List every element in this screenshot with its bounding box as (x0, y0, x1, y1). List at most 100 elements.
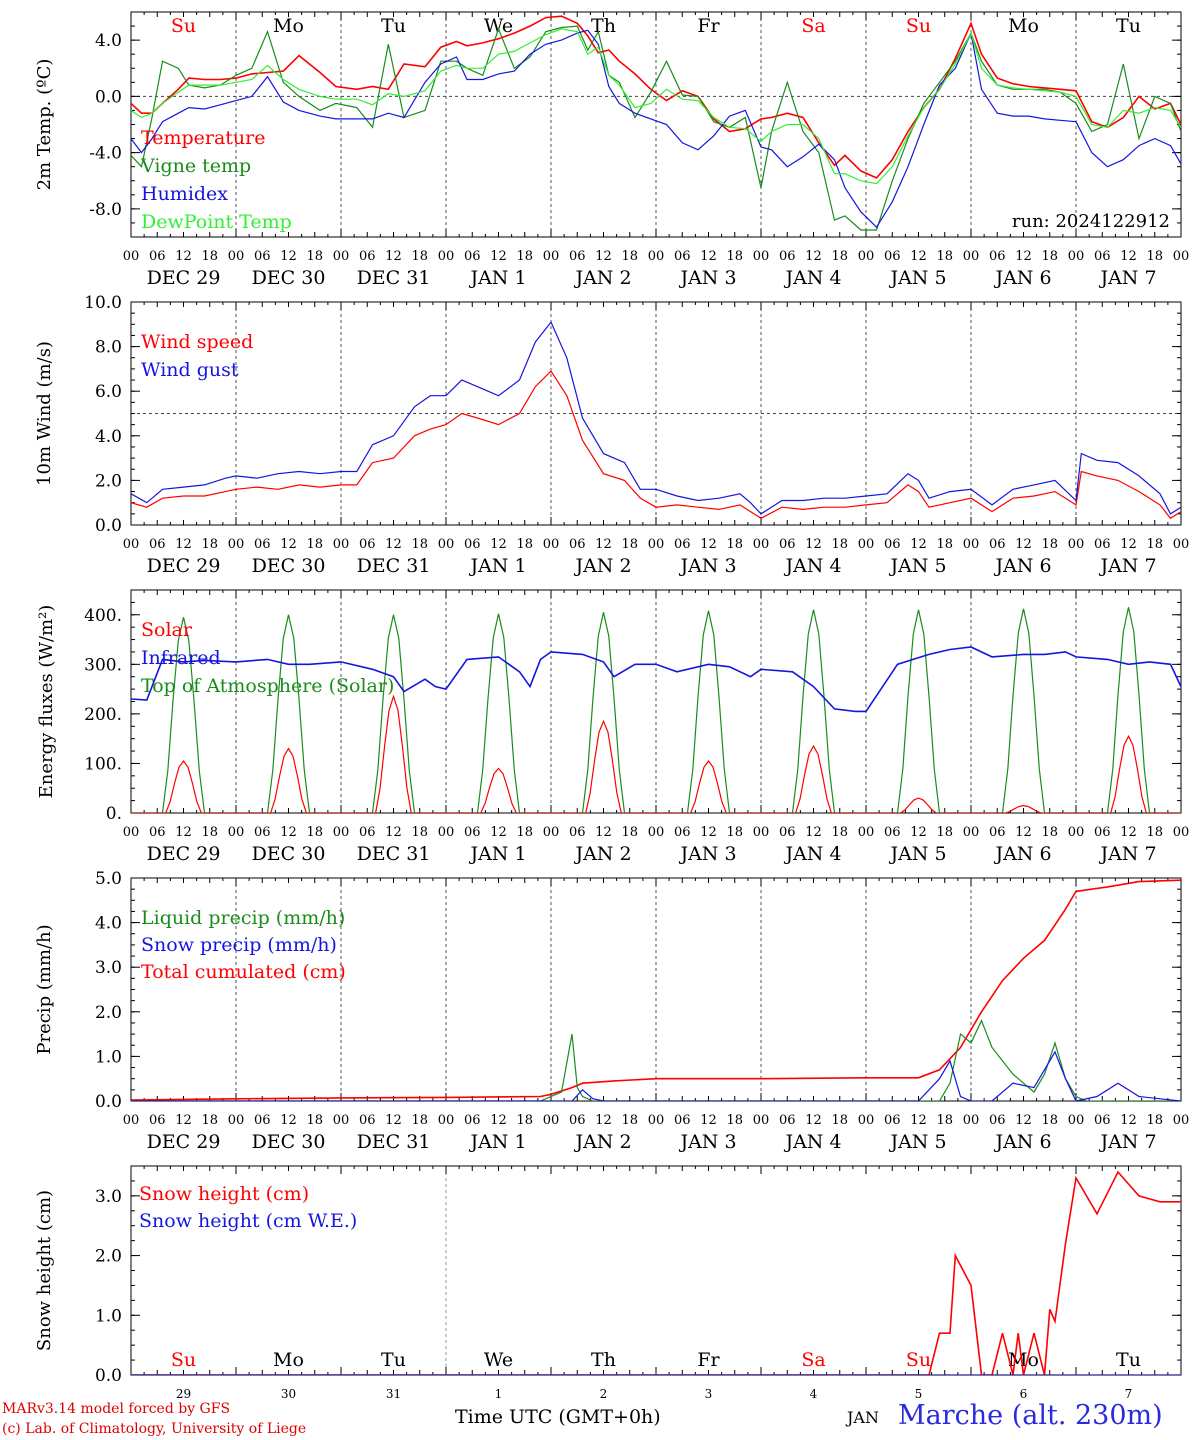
hour-tick-label: 12 (490, 537, 507, 552)
weekday-label: Tu (381, 15, 406, 37)
hour-tick-label: 18 (516, 825, 533, 840)
hour-tick-label: 12 (910, 1113, 927, 1128)
hour-tick-label: 18 (411, 825, 428, 840)
hour-tick-label: 12 (1015, 1113, 1032, 1128)
hour-tick-label: 12 (490, 249, 507, 264)
hour-tick-label: 00 (543, 1113, 560, 1128)
series-line-top-of-atmosphere-solar- (131, 607, 1181, 813)
legend-entry: Vigne temp (140, 155, 251, 177)
hour-tick-label: 00 (648, 537, 665, 552)
hour-tick-label: 06 (1094, 537, 1111, 552)
hour-tick-label: 18 (411, 249, 428, 264)
date-label: JAN 5 (888, 267, 946, 289)
weekday-label: Tu (381, 1349, 406, 1371)
y-tick-label: 200. (84, 705, 122, 725)
day-number-label: 31 (386, 1387, 401, 1401)
hour-tick-label: 18 (1146, 537, 1163, 552)
hour-tick-label: 12 (1120, 537, 1137, 552)
hour-tick-label: 00 (228, 249, 245, 264)
hour-tick-label: 12 (910, 249, 927, 264)
hour-tick-label: 12 (175, 1113, 192, 1128)
weekday-label: Tu (1116, 1349, 1141, 1371)
hour-tick-label: 00 (1173, 537, 1190, 552)
date-label: DEC 30 (252, 555, 326, 577)
hour-tick-label: 18 (936, 1113, 953, 1128)
date-label: JAN 4 (783, 843, 841, 865)
day-number-label: 3 (705, 1387, 713, 1401)
hour-tick-label: 00 (753, 1113, 770, 1128)
y-tick-label: 400. (84, 606, 122, 626)
hour-tick-label: 12 (805, 537, 822, 552)
hour-tick-label: 00 (753, 537, 770, 552)
hour-tick-label: 00 (1068, 825, 1085, 840)
date-label: DEC 29 (147, 555, 221, 577)
y-tick-label: 0.0 (95, 516, 122, 536)
series-line-wind-gust (131, 320, 1181, 515)
date-label: DEC 31 (357, 1131, 431, 1153)
legend-entry: Solar (141, 619, 193, 641)
legend-entry: Infrared (141, 647, 221, 669)
hour-tick-label: 06 (674, 1113, 691, 1128)
hour-tick-label: 18 (621, 537, 638, 552)
weekday-label: Su (171, 1349, 196, 1371)
date-label: JAN 4 (783, 267, 841, 289)
hour-tick-label: 06 (359, 249, 376, 264)
weekday-label: Mo (273, 15, 304, 37)
hour-tick-label: 12 (595, 537, 612, 552)
weekday-label: Tu (1116, 15, 1141, 37)
hour-tick-label: 18 (1041, 1113, 1058, 1128)
weekday-label: Su (906, 1349, 931, 1371)
hour-tick-label: 00 (438, 1113, 455, 1128)
hour-tick-label: 18 (936, 249, 953, 264)
date-label: JAN 1 (468, 1131, 526, 1153)
hour-tick-label: 00 (1173, 825, 1190, 840)
hour-tick-label: 12 (805, 249, 822, 264)
weekday-label: Mo (273, 1349, 304, 1371)
hour-tick-label: 00 (543, 249, 560, 264)
series-line-total-cumulated-cm- (131, 879, 1181, 1101)
hour-tick-label: 18 (726, 249, 743, 264)
hour-tick-label: 06 (254, 1113, 271, 1128)
series-line-solar (131, 694, 1181, 813)
hour-tick-label: 00 (1173, 249, 1190, 264)
y-tick-label: 3.0 (95, 1187, 122, 1207)
legend-entry: Wind speed (141, 331, 253, 353)
hour-tick-label: 12 (280, 537, 297, 552)
hour-tick-label: 00 (753, 249, 770, 264)
date-label: JAN 5 (888, 1131, 946, 1153)
credit-line-2: (c) Lab. of Climatology, University of L… (2, 1421, 307, 1437)
date-label: JAN 7 (1098, 843, 1156, 865)
weekday-label: Sa (801, 15, 825, 37)
weekday-label: Fr (697, 1349, 720, 1371)
hour-tick-label: 18 (831, 1113, 848, 1128)
date-label: DEC 31 (357, 555, 431, 577)
series-line-snow-precip-mm-h- (131, 1050, 1181, 1101)
hour-tick-label: 06 (359, 825, 376, 840)
y-tick-label: 4.0 (95, 914, 122, 934)
hour-tick-label: 18 (1041, 249, 1058, 264)
legend-entry: Wind gust (141, 359, 239, 381)
weekday-label: Th (591, 15, 616, 37)
hour-tick-label: 00 (438, 825, 455, 840)
hour-tick-label: 06 (254, 537, 271, 552)
hour-tick-label: 12 (700, 537, 717, 552)
hour-tick-label: 12 (1120, 249, 1137, 264)
time-axis-label: Time UTC (GMT+0h) (455, 1406, 661, 1428)
hour-tick-label: 00 (858, 537, 875, 552)
hour-tick-label: 18 (621, 1113, 638, 1128)
hour-tick-label: 12 (1015, 825, 1032, 840)
hour-tick-label: 12 (595, 249, 612, 264)
legend-entry: Snow height (cm) (139, 1183, 309, 1205)
hour-tick-label: 12 (175, 537, 192, 552)
date-label: DEC 29 (147, 1131, 221, 1153)
hour-tick-label: 00 (228, 825, 245, 840)
date-label: JAN 2 (573, 267, 631, 289)
hour-tick-label: 06 (1094, 249, 1111, 264)
hour-tick-label: 00 (1068, 537, 1085, 552)
hour-tick-label: 06 (779, 537, 796, 552)
credit-line-1: MARv3.14 model forced by GFS (2, 1401, 231, 1417)
date-label: JAN 4 (783, 555, 841, 577)
date-label: JAN 1 (468, 555, 526, 577)
series-line-snow-height-cm- (131, 1170, 1181, 1375)
